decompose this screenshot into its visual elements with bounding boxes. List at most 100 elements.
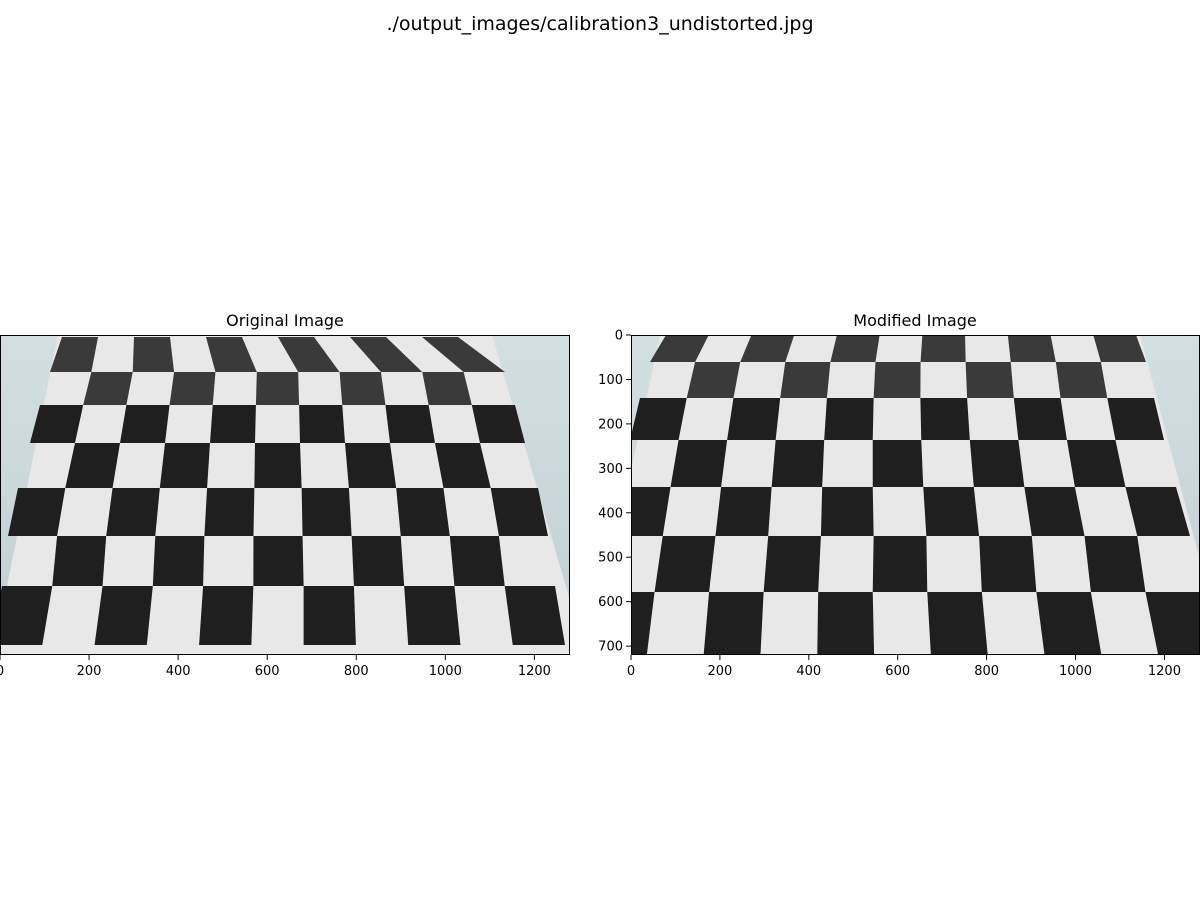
y-tick-label: 0 — [615, 329, 623, 344]
dark-square — [255, 372, 300, 405]
x-tick-label: 600 — [885, 664, 910, 679]
dark-square — [872, 440, 924, 487]
dark-square — [490, 488, 548, 536]
dark-square — [817, 592, 875, 655]
dark-square — [299, 405, 345, 443]
dark-square — [1055, 362, 1108, 398]
dark-square — [631, 398, 687, 440]
dark-square — [686, 362, 741, 398]
dark-square — [1013, 398, 1067, 440]
dark-square — [727, 398, 781, 440]
x-tick-label: 600 — [255, 664, 280, 679]
x-tick-label: 200 — [77, 664, 102, 679]
dark-square — [422, 337, 505, 372]
y-axis-modified: 0 100 200 300 400 500 600 700 — [598, 329, 631, 655]
x-tick-label: 800 — [344, 664, 369, 679]
modified-image-panel — [631, 335, 1200, 655]
dark-square — [1107, 398, 1164, 440]
x-tick-label: 0 — [627, 664, 635, 679]
dark-square — [396, 488, 450, 536]
dark-square — [873, 362, 921, 398]
dark-square — [106, 488, 160, 536]
dark-square — [52, 536, 107, 586]
dark-square — [169, 372, 216, 405]
dark-square — [253, 536, 304, 586]
dark-square — [303, 586, 356, 645]
y-tick-label: 700 — [598, 640, 623, 655]
dark-square — [152, 536, 205, 586]
dark-square — [132, 337, 175, 372]
dark-square — [278, 337, 340, 372]
dark-square — [204, 488, 255, 536]
x-tick-label: 400 — [166, 664, 191, 679]
x-tick-label: 1200 — [1148, 664, 1181, 679]
dark-square — [199, 586, 254, 645]
dark-square — [301, 488, 352, 536]
dark-square — [471, 405, 525, 443]
dark-square — [351, 536, 405, 586]
y-tick-label: 500 — [598, 551, 623, 566]
dark-square — [504, 586, 565, 645]
y-tick-label: 400 — [598, 506, 623, 521]
y-tick-label: 600 — [598, 595, 623, 610]
dark-square — [969, 440, 1025, 487]
dark-square — [654, 536, 716, 592]
checkerboard-modified — [631, 335, 1200, 655]
dark-square — [404, 586, 461, 645]
dark-square — [210, 405, 256, 443]
dark-square — [830, 335, 880, 362]
original-image-frame — [0, 335, 570, 655]
dark-square — [1007, 335, 1056, 362]
x-tick-label: 400 — [796, 664, 821, 679]
x-tick-label: 800 — [974, 664, 999, 679]
dark-square — [422, 372, 472, 405]
y-tick-label: 200 — [598, 417, 623, 432]
dark-square — [65, 443, 120, 488]
dark-square — [979, 536, 1037, 592]
dark-square — [1125, 487, 1190, 536]
dark-square — [920, 335, 966, 362]
y-tick-label: 100 — [598, 373, 623, 388]
dark-square — [927, 592, 988, 655]
dark-square — [670, 440, 728, 487]
dark-square — [449, 536, 505, 586]
checkerboard-original — [0, 337, 565, 645]
x-tick-label: 200 — [707, 664, 732, 679]
x-tick-label: 0 — [0, 664, 4, 679]
y-tick-label: 300 — [598, 462, 623, 477]
dark-square — [1066, 440, 1126, 487]
dark-square — [703, 592, 764, 655]
dark-square — [206, 337, 257, 372]
dark-square — [94, 586, 153, 645]
dark-square — [965, 362, 1014, 398]
dark-square — [631, 487, 671, 536]
dark-square — [8, 488, 66, 536]
dark-square — [780, 362, 831, 398]
x-axis-modified: 0 200 400 600 800 1000 1200 — [627, 655, 1181, 679]
dark-square — [120, 405, 170, 443]
x-tick-label: 1000 — [429, 664, 462, 679]
dark-square — [923, 487, 980, 536]
dark-square — [345, 443, 397, 488]
dark-square — [824, 398, 874, 440]
dark-square — [350, 337, 423, 372]
dark-square — [50, 337, 98, 372]
original-image-panel — [0, 335, 570, 655]
dark-square — [159, 443, 210, 488]
x-axis-original: 0 200 400 600 800 1000 1200 — [0, 655, 551, 679]
dark-square — [631, 592, 655, 655]
dark-square — [30, 405, 84, 443]
panel-title-modified: Modified Image — [853, 311, 977, 330]
dark-square — [771, 440, 825, 487]
figure-title: ./output_images/calibration3_undistorted… — [386, 13, 814, 35]
dark-square — [1145, 592, 1200, 655]
dark-square — [339, 372, 386, 405]
dark-square — [83, 372, 133, 405]
x-tick-label: 1000 — [1059, 664, 1092, 679]
dark-square — [763, 536, 821, 592]
dark-square — [920, 398, 970, 440]
dark-square — [1036, 592, 1102, 655]
dark-square — [715, 487, 772, 536]
dark-square — [1084, 536, 1146, 592]
dark-square — [0, 586, 53, 645]
